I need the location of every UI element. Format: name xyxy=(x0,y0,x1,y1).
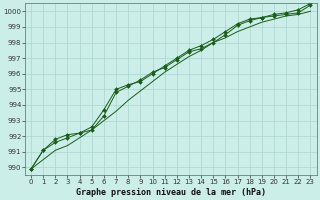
X-axis label: Graphe pression niveau de la mer (hPa): Graphe pression niveau de la mer (hPa) xyxy=(76,188,266,197)
